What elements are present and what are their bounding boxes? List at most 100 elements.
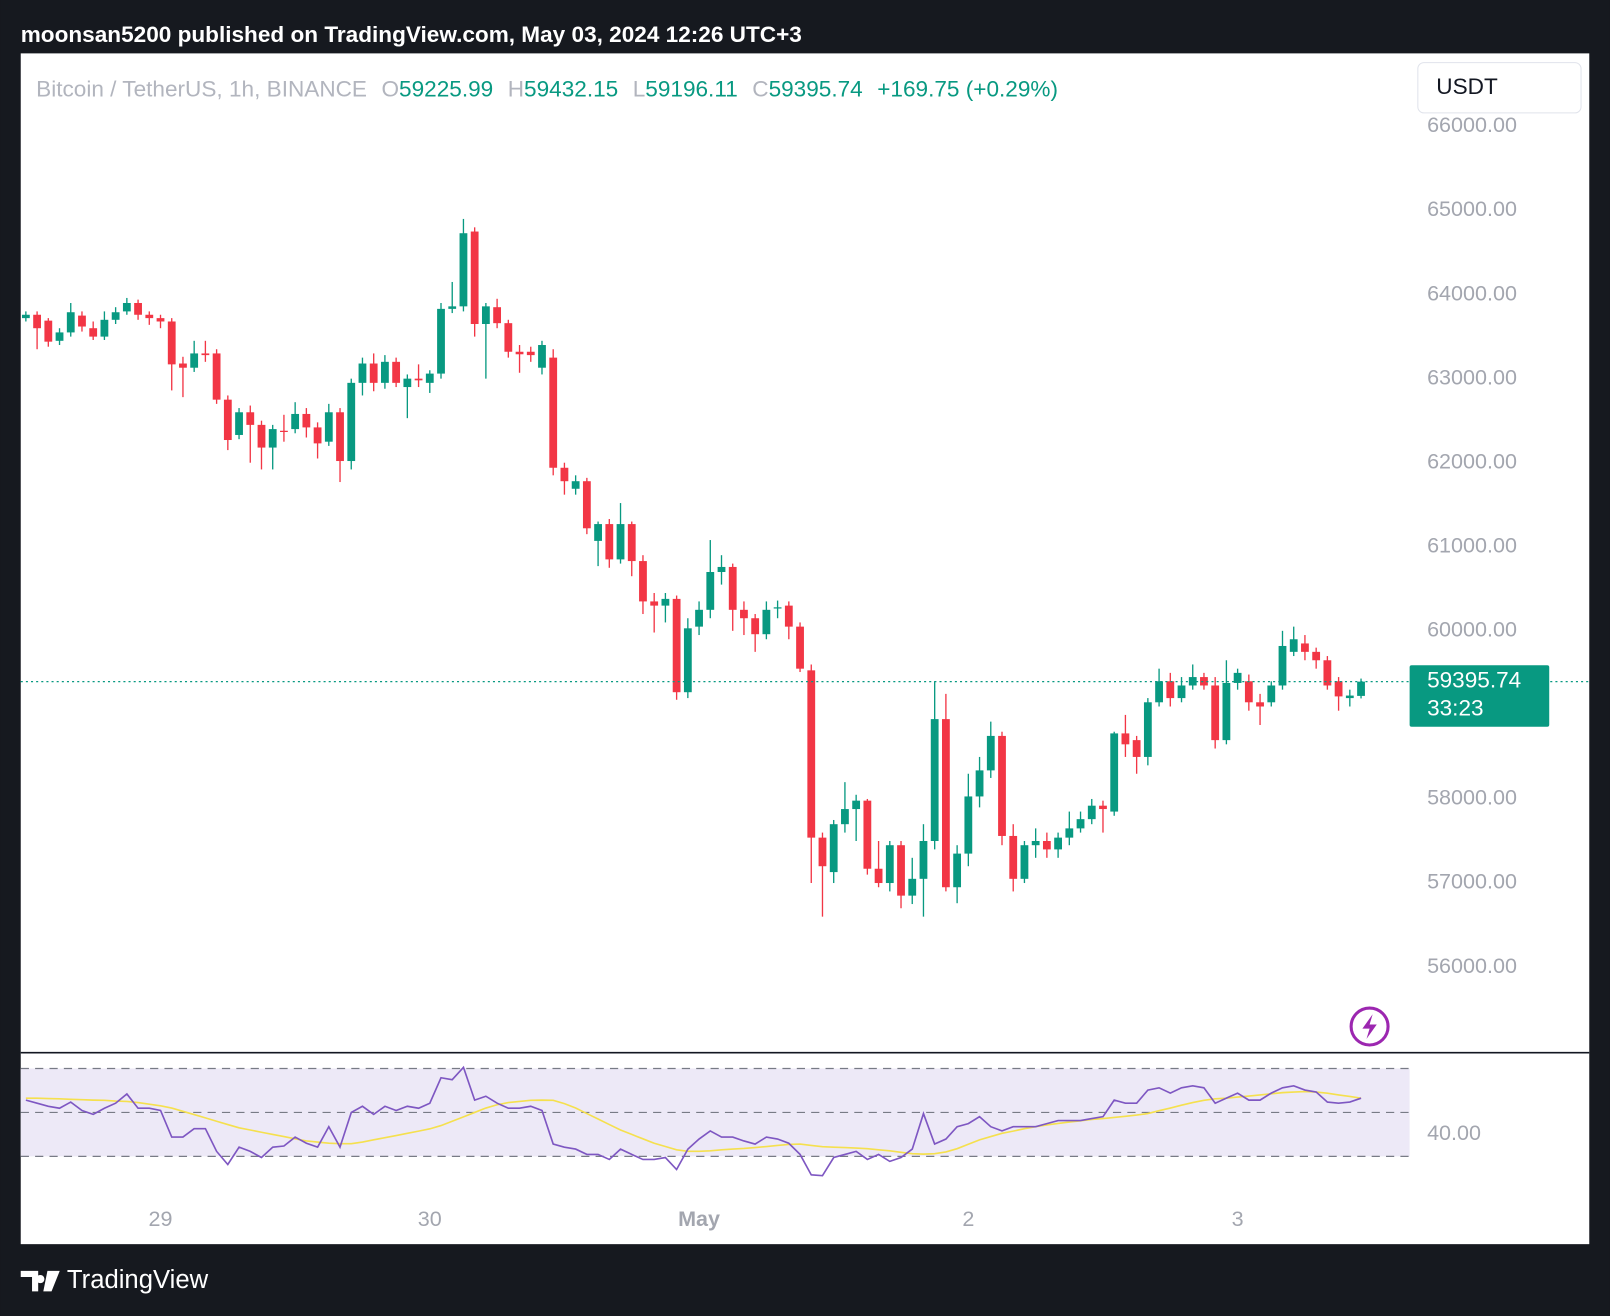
candle-body xyxy=(773,607,782,609)
candle-body xyxy=(425,373,434,383)
y-tick-label: 65000.00 xyxy=(1427,196,1517,221)
candle-body xyxy=(1087,805,1096,820)
candle-body xyxy=(717,566,726,572)
candle-body xyxy=(414,378,423,381)
candle-body xyxy=(1345,695,1354,699)
lightning-icon[interactable] xyxy=(1349,1006,1390,1047)
candle-body xyxy=(381,361,389,383)
x-tick-label: 3 xyxy=(1232,1206,1244,1231)
candle-body xyxy=(280,430,288,432)
candle-body xyxy=(998,735,1006,836)
candle-body xyxy=(470,231,479,325)
candle-body xyxy=(964,796,973,854)
candle-body xyxy=(784,605,793,627)
candle-body xyxy=(179,363,187,368)
candle-body xyxy=(695,609,703,627)
candle-body xyxy=(1233,672,1242,683)
candle-body xyxy=(291,413,300,430)
ohlc-value: 59432.15 xyxy=(524,76,618,101)
candle-body xyxy=(201,353,210,356)
candle-body xyxy=(1177,685,1186,699)
candle-body xyxy=(1143,702,1152,757)
candle-body xyxy=(89,328,98,337)
symbol-title: Bitcoin / TetherUS, 1h, BINANCE xyxy=(36,76,367,101)
candle-body xyxy=(100,319,109,337)
candle-body xyxy=(33,314,41,329)
candle-body xyxy=(582,481,591,529)
candle-body xyxy=(1065,828,1074,838)
y-tick-label: 63000.00 xyxy=(1427,364,1517,389)
candle-body xyxy=(852,800,861,810)
candle-body xyxy=(549,357,558,468)
candle-body xyxy=(1054,837,1062,850)
y-tick-label: 60000.00 xyxy=(1427,617,1517,642)
y-tick-label: 64000.00 xyxy=(1427,280,1517,305)
candle-body xyxy=(459,233,468,307)
candle-body xyxy=(1020,845,1029,879)
candle-body xyxy=(1031,840,1040,846)
rsi-line xyxy=(25,1090,1362,1155)
candle-body xyxy=(616,524,625,560)
candle-body xyxy=(336,412,344,462)
candle-body xyxy=(953,853,962,888)
candle-body xyxy=(1301,643,1309,652)
y-tick-label: 56000.00 xyxy=(1427,953,1517,978)
currency-label[interactable]: USDT xyxy=(1436,74,1498,99)
x-tick-label: May xyxy=(678,1206,720,1231)
candle-body xyxy=(111,312,120,320)
candle-body xyxy=(347,382,356,462)
candle-body xyxy=(560,467,569,482)
ohlc-value: 59196.11 xyxy=(645,76,738,101)
candle-body xyxy=(1323,660,1332,686)
candle-body xyxy=(481,306,490,325)
candle-body xyxy=(156,318,165,322)
candle-body xyxy=(1042,840,1051,850)
ohlc-letter: C xyxy=(752,76,768,101)
candle-body xyxy=(1076,819,1085,829)
countdown-label: 33:23 xyxy=(1427,695,1484,720)
candle-body xyxy=(1155,681,1163,703)
candle-body xyxy=(1110,733,1119,812)
candle-body xyxy=(571,481,580,489)
candle-body xyxy=(55,332,64,341)
y-tick-label: 66000.00 xyxy=(1427,112,1517,137)
candle-body xyxy=(392,361,401,383)
last-price-label: 59395.74 xyxy=(1427,668,1521,693)
candle-body xyxy=(818,837,827,867)
ohlc-letter: O xyxy=(382,76,400,101)
last-price-box xyxy=(1409,665,1550,727)
candle-body xyxy=(683,628,692,693)
candle-body xyxy=(1278,645,1287,686)
byline: moonsan5200 published on TradingView.com… xyxy=(21,22,802,47)
candle-body xyxy=(941,719,950,888)
candle-body xyxy=(762,609,771,635)
ohlc-value: 59395.74 xyxy=(769,76,863,101)
candle-body xyxy=(134,302,142,315)
candle-body xyxy=(885,845,894,884)
candle-body xyxy=(975,770,984,797)
currency-button[interactable] xyxy=(1417,62,1582,114)
candle-body xyxy=(212,353,221,400)
candle-body xyxy=(1267,685,1276,703)
candle-body xyxy=(324,412,333,442)
candle-body xyxy=(728,566,737,610)
candle-body xyxy=(257,424,266,448)
candle-body xyxy=(863,800,872,869)
candle-body xyxy=(437,308,445,374)
candle-body xyxy=(796,626,804,669)
legend-header: Bitcoin / TetherUS, 1h, BINANCE O59225.9… xyxy=(36,76,1058,101)
candle-body xyxy=(650,601,659,606)
candle-body xyxy=(841,809,849,825)
candle-body xyxy=(706,571,715,610)
icon-bolt[interactable] xyxy=(1362,1014,1377,1039)
candle-body xyxy=(358,363,367,383)
candle-body xyxy=(1289,639,1298,652)
candle-body xyxy=(1166,681,1175,699)
candle-body xyxy=(930,719,939,841)
candle-body xyxy=(1132,740,1141,757)
candle-body xyxy=(594,524,602,541)
candle-body xyxy=(639,561,647,602)
candle-body xyxy=(919,840,928,879)
